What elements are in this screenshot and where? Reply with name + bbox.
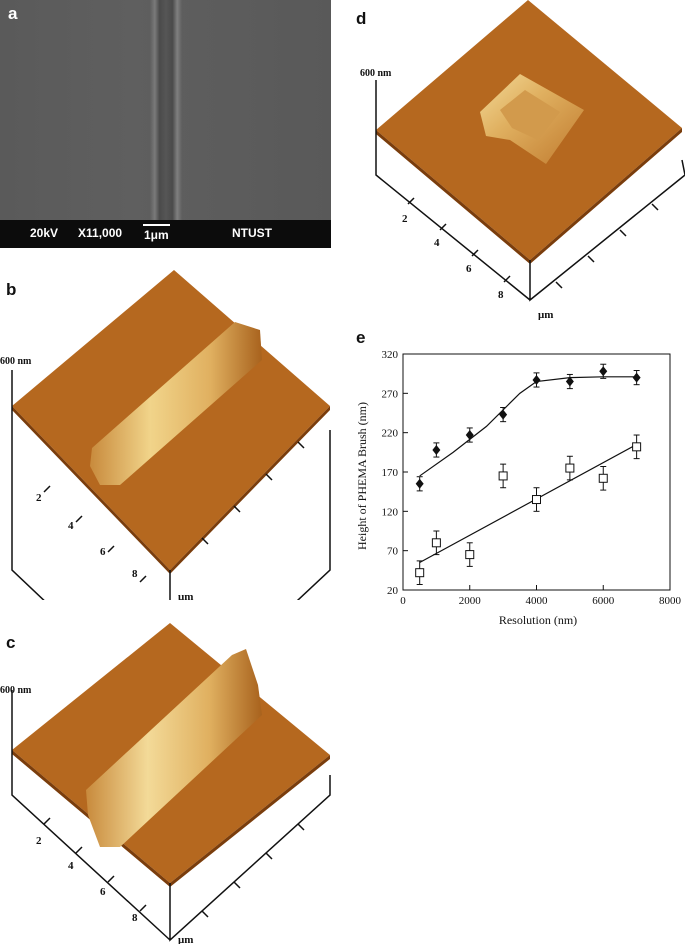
axis-tick-4: 4 (68, 520, 74, 532)
y-tick-label: 70 (387, 546, 399, 558)
panel-letter-c: c (6, 633, 16, 652)
axis-tick-2: 2 (36, 492, 42, 504)
y-tick-label: 220 (382, 428, 399, 440)
afm-ridge (86, 649, 262, 847)
afm-axis-ticks (43, 441, 305, 583)
data-point-square (598, 473, 608, 483)
axis-tick-2: 2 (402, 213, 408, 225)
axis-unit-label: μm (178, 934, 193, 944)
data-point-square (465, 550, 475, 560)
plot-area: 0 2000 4000 6000 8000 20 70 120 170 220 270 320 (382, 349, 682, 607)
sem-info-bar: 20kV X11,000 1μm NTUST (0, 220, 331, 248)
axis-tick-6: 6 (100, 546, 106, 558)
data-point-square (632, 442, 642, 452)
axis-tick-8: 8 (132, 568, 138, 580)
panel-letter-a: a (8, 4, 18, 23)
plot-frame (402, 353, 671, 591)
sem-scale-label: 1μm (144, 228, 169, 242)
data-point-square (565, 463, 575, 473)
data-point-diamond (532, 374, 541, 385)
x-tick-label: 6000 (592, 595, 615, 607)
x-tick-label: 4000 (526, 595, 549, 607)
axis-tick-8: 8 (498, 289, 504, 301)
sem-voltage: 20kV (30, 226, 59, 240)
y-tick-label: 20 (387, 585, 399, 597)
afm-axis-ticks (407, 197, 659, 289)
data-point-diamond (599, 366, 608, 377)
z-scale-label: 600 nm (0, 685, 32, 696)
y-axis-label: Height of PHEMA Brush (nm) (355, 402, 369, 550)
afm-ridge (90, 322, 262, 485)
data-point-square (415, 568, 425, 578)
z-scale-label: 600 nm (360, 68, 392, 79)
data-point-square (431, 538, 441, 548)
data-point-diamond (465, 430, 474, 441)
axis-tick-4: 4 (434, 237, 440, 249)
afm-axes (375, 80, 685, 302)
panel-letter-b: b (6, 280, 17, 299)
scatter-chart: 0 2000 4000 6000 8000 20 70 120 170 220 270 320 Hei… (355, 349, 682, 627)
sem-scale-bar (143, 224, 170, 226)
z-scale-label: 600 nm (0, 356, 32, 367)
x-tick-label: 2000 (459, 595, 482, 607)
data-point-square (498, 471, 508, 481)
axis-tick-6: 6 (100, 886, 106, 898)
afm-panel-c: 600 nm 2 4 6 8 μm (0, 623, 331, 944)
axis-tick-4: 4 (68, 860, 74, 872)
afm-panel-d: 600 nm 2 4 6 8 μm (360, 0, 685, 320)
panel-letter-e: e (356, 328, 366, 347)
axis-unit-label: μm (538, 309, 553, 320)
data-point-square (532, 495, 541, 505)
afm-panel-b: 600 nm 2 4 6 8 μm (0, 270, 331, 600)
axis-tick-8: 8 (132, 912, 138, 924)
x-axis-label: Resolution (nm) (499, 613, 577, 627)
data-point-diamond (432, 444, 441, 455)
axis-tick-2: 2 (36, 835, 42, 847)
y-tick-label: 270 (382, 388, 399, 400)
sem-magnification: X11,000 (78, 226, 123, 240)
data-point-diamond (565, 376, 574, 387)
sem-stripe (150, 0, 182, 220)
y-tick-label: 320 (382, 349, 399, 361)
axis-unit-label: μm (178, 591, 193, 600)
data-point-diamond (415, 478, 424, 489)
afm-axes (11, 370, 331, 600)
afm-axis-ticks (43, 817, 305, 918)
data-point-diamond (499, 409, 508, 420)
afm-axes (11, 690, 331, 942)
x-tick-label: 0 (400, 595, 406, 607)
axis-tick-6: 6 (466, 263, 472, 275)
y-tick-label: 170 (382, 467, 399, 479)
trend-line (419, 443, 637, 563)
data-point-diamond (632, 372, 641, 383)
trend-line (419, 376, 637, 477)
x-tick-label: 8000 (659, 595, 682, 607)
sem-image: a 20kV X11,000 1μm NTUST (0, 0, 331, 248)
panel-letter-d: d (356, 9, 367, 28)
sem-label: NTUST (232, 226, 272, 240)
y-tick-label: 120 (382, 506, 399, 518)
